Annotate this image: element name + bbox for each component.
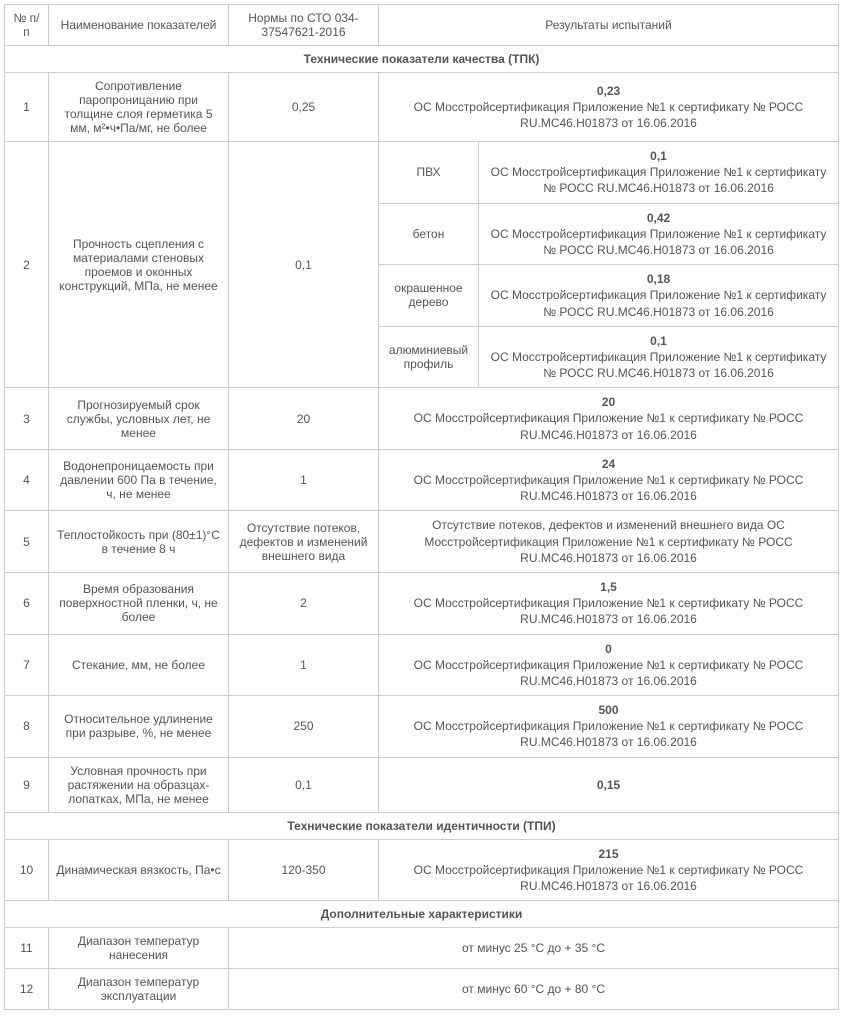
table-row: 1 Сопротивление паропроницанию при толщи… bbox=[5, 73, 839, 142]
result-value: 0,42 bbox=[485, 210, 832, 226]
cell-result: от минус 25 °С до + 35 °С bbox=[229, 928, 839, 969]
result-source: ОС Мосстройсертификация Приложение №1 к … bbox=[485, 287, 832, 319]
spec-table: № п/п Наименование показателей Нормы по … bbox=[4, 4, 839, 1010]
table-row: 6 Время образования поверхностной пленки… bbox=[5, 572, 839, 634]
table-row: 8 Относительное удлинение при разрыве, %… bbox=[5, 696, 839, 758]
cell-num: 1 bbox=[5, 73, 49, 142]
cell-num: 5 bbox=[5, 511, 49, 573]
cell-result: 0,42 ОС Мосстройсертификация Приложение … bbox=[479, 203, 839, 265]
cell-name: Стекание, мм, не более bbox=[49, 634, 229, 696]
cell-num: 8 bbox=[5, 696, 49, 758]
cell-name: Водонепроницаемость при давлении 600 Па … bbox=[49, 449, 229, 511]
result-source: ОС Мосстройсертификация Приложение №1 к … bbox=[385, 410, 832, 442]
result-source: ОС Мосстройсертификация Приложение №1 к … bbox=[385, 472, 832, 504]
cell-num: 11 bbox=[5, 928, 49, 969]
result-value: 0,1 bbox=[485, 333, 832, 349]
table-row: 11 Диапазон температур нанесения от мину… bbox=[5, 928, 839, 969]
cell-norm: 0,1 bbox=[229, 142, 379, 388]
result-value: 0,15 bbox=[385, 777, 832, 793]
result-source: ОС Мосстройсертификация Приложение №1 к … bbox=[385, 595, 832, 627]
header-norm: Нормы по СТО 034-37547621-2016 bbox=[229, 5, 379, 46]
result-value: 0,23 bbox=[385, 83, 832, 99]
cell-norm: 1 bbox=[229, 449, 379, 511]
result-source: ОС Мосстройсертификация Приложение №1 к … bbox=[485, 164, 832, 196]
cell-material: ПВХ bbox=[379, 142, 479, 204]
section-tpi: Технические показатели идентичности (ТПИ… bbox=[5, 812, 839, 839]
result-source: ОС Мосстройсертификация Приложение №1 к … bbox=[485, 349, 832, 381]
header-name: Наименование показателей bbox=[49, 5, 229, 46]
cell-material: окрашенное дерево bbox=[379, 265, 479, 327]
cell-result: 215 ОС Мосстройсертификация Приложение №… bbox=[379, 839, 839, 901]
cell-result: от минус 60 °С до + 80 °С bbox=[229, 969, 839, 1010]
cell-name: Время образования поверхностной пленки, … bbox=[49, 572, 229, 634]
result-value: 20 bbox=[385, 394, 832, 410]
cell-norm: 0,1 bbox=[229, 757, 379, 812]
cell-norm: 120-350 bbox=[229, 839, 379, 901]
cell-num: 9 bbox=[5, 757, 49, 812]
cell-material: алюминиевый профиль bbox=[379, 326, 479, 388]
result-source: ОС Мосстройсертификация Приложение №1 к … bbox=[385, 99, 832, 131]
cell-result: 20 ОС Мосстройсертификация Приложение №1… bbox=[379, 388, 839, 450]
cell-norm: 20 bbox=[229, 388, 379, 450]
cell-norm: 2 bbox=[229, 572, 379, 634]
table-row: 4 Водонепроницаемость при давлении 600 П… bbox=[5, 449, 839, 511]
cell-result: 0,23 ОС Мосстройсертификация Приложение … bbox=[379, 73, 839, 142]
cell-num: 6 bbox=[5, 572, 49, 634]
cell-norm: 1 bbox=[229, 634, 379, 696]
cell-num: 10 bbox=[5, 839, 49, 901]
cell-result: 500 ОС Мосстройсертификация Приложение №… bbox=[379, 696, 839, 758]
table-row: 7 Стекание, мм, не более 1 0 ОС Мосстрой… bbox=[5, 634, 839, 696]
cell-name: Относительное удлинение при разрыве, %, … bbox=[49, 696, 229, 758]
cell-num: 12 bbox=[5, 969, 49, 1010]
cell-name: Прочность сцепления с материалами стенов… bbox=[49, 142, 229, 388]
result-value: 1,5 bbox=[385, 579, 832, 595]
section-tpk: Технические показатели качества (ТПК) bbox=[5, 46, 839, 73]
cell-result: 0,18 ОС Мосстройсертификация Приложение … bbox=[479, 265, 839, 327]
result-value: 0,1 bbox=[485, 148, 832, 164]
cell-result: 1,5 ОС Мосстройсертификация Приложение №… bbox=[379, 572, 839, 634]
result-value: 215 bbox=[385, 846, 832, 862]
cell-norm: Отсутствие потеков, дефектов и изменений… bbox=[229, 511, 379, 573]
cell-result: 0,1 ОС Мосстройсертификация Приложение №… bbox=[479, 326, 839, 388]
cell-num: 3 bbox=[5, 388, 49, 450]
cell-num: 7 bbox=[5, 634, 49, 696]
table-row: 9 Условная прочность при растяжении на о… bbox=[5, 757, 839, 812]
header-num: № п/п bbox=[5, 5, 49, 46]
table-row: 2 Прочность сцепления с материалами стен… bbox=[5, 142, 839, 204]
cell-name: Динамическая вязкость, Па•с bbox=[49, 839, 229, 901]
header-row: № п/п Наименование показателей Нормы по … bbox=[5, 5, 839, 46]
result-source: ОС Мосстройсертификация Приложение №1 к … bbox=[385, 862, 832, 894]
table-row: 3 Прогнозируемый срок службы, условных л… bbox=[5, 388, 839, 450]
result-value: 0 bbox=[385, 641, 832, 657]
section-extra: Дополнительные характеристики bbox=[5, 901, 839, 928]
result-source: ОС Мосстройсертификация Приложение №1 к … bbox=[385, 657, 832, 689]
cell-num: 2 bbox=[5, 142, 49, 388]
cell-result: 0,15 bbox=[379, 757, 839, 812]
result-value: 500 bbox=[385, 702, 832, 718]
cell-result: 0,1 ОС Мосстройсертификация Приложение №… bbox=[479, 142, 839, 204]
result-source: ОС Мосстройсертификация Приложение №1 к … bbox=[485, 226, 832, 258]
cell-name: Сопротивление паропроницанию при толщине… bbox=[49, 73, 229, 142]
cell-result: 0 ОС Мосстройсертификация Приложение №1 … bbox=[379, 634, 839, 696]
result-value: 24 bbox=[385, 456, 832, 472]
result-value: 0,18 bbox=[485, 271, 832, 287]
cell-name: Прогнозируемый срок службы, условных лет… bbox=[49, 388, 229, 450]
table-row: 10 Динамическая вязкость, Па•с 120-350 2… bbox=[5, 839, 839, 901]
table-row: 5 Теплостойкость при (80±1)°С в течение … bbox=[5, 511, 839, 573]
cell-name: Теплостойкость при (80±1)°С в течение 8 … bbox=[49, 511, 229, 573]
cell-norm: 250 bbox=[229, 696, 379, 758]
cell-norm: 0,25 bbox=[229, 73, 379, 142]
result-source: ОС Мосстройсертификация Приложение №1 к … bbox=[385, 718, 832, 750]
cell-num: 4 bbox=[5, 449, 49, 511]
cell-name: Диапазон температур нанесения bbox=[49, 928, 229, 969]
header-results: Результаты испытаний bbox=[379, 5, 839, 46]
cell-name: Диапазон температур эксплуатации bbox=[49, 969, 229, 1010]
cell-result: 24 ОС Мосстройсертификация Приложение №1… bbox=[379, 449, 839, 511]
cell-material: бетон bbox=[379, 203, 479, 265]
cell-name: Условная прочность при растяжении на обр… bbox=[49, 757, 229, 812]
cell-result: Отсутствие потеков, дефектов и изменений… bbox=[379, 511, 839, 573]
table-row: 12 Диапазон температур эксплуатации от м… bbox=[5, 969, 839, 1010]
